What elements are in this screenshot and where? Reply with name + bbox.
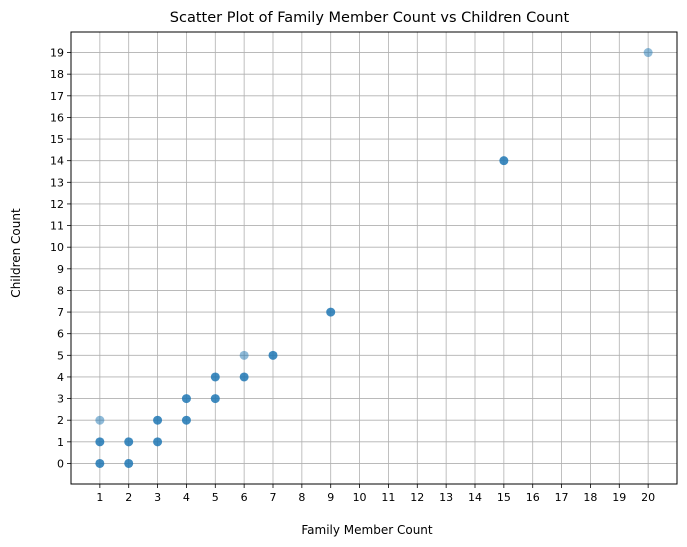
x-tick-label: 6 [241,491,248,504]
data-point [153,437,163,447]
y-tick-label: 14 [50,155,64,168]
x-axis-label: Family Member Count [301,523,433,537]
data-point [153,415,163,425]
x-tick-label: 9 [327,491,334,504]
x-tick-label: 3 [154,491,161,504]
x-tick-label: 20 [641,491,655,504]
x-tick-label: 15 [497,491,511,504]
data-point [124,437,134,447]
data-point [95,437,105,447]
y-tick-label: 8 [57,284,64,297]
data-point [499,156,509,166]
y-tick-label: 17 [50,90,64,103]
x-tick-label: 16 [526,491,540,504]
x-tick-label: 7 [270,491,277,504]
data-point [239,372,249,382]
x-tick-label: 17 [555,491,569,504]
y-tick-label: 11 [50,220,64,233]
y-tick-label: 0 [57,457,64,470]
y-tick-label: 10 [50,241,64,254]
data-point [124,458,134,468]
data-point [181,415,191,425]
x-tick-label: 5 [212,491,219,504]
x-tick-label: 14 [468,491,482,504]
y-tick-label: 6 [57,328,64,341]
grid [71,32,677,484]
x-tick-label: 8 [298,491,305,504]
x-tick-label: 19 [612,491,626,504]
data-point [239,350,249,360]
y-tick-label: 7 [57,306,64,319]
data-point [181,394,191,404]
y-tick-label: 3 [57,393,64,406]
y-tick-label: 4 [57,371,64,384]
y-tick-label: 2 [57,414,64,427]
y-tick-label: 12 [50,198,64,211]
chart-title: Scatter Plot of Family Member Count vs C… [170,10,570,26]
y-tick-label: 15 [50,133,64,146]
data-point [210,394,220,404]
y-axis-label: Children Count [9,208,23,298]
y-tick-label: 18 [50,68,64,81]
x-axis-ticks: 1 2 3 4 5 6 7 8 9 10 11 12 13 14 15 16 17 18 19 20 [96,484,655,504]
data-point [643,48,653,58]
data-point [268,350,278,360]
x-tick-label: 4 [183,491,190,504]
data-point [95,415,105,425]
x-tick-label: 10 [353,491,367,504]
y-tick-label: 5 [57,349,64,362]
x-tick-label: 13 [439,491,453,504]
x-tick-label: 12 [410,491,424,504]
data-point [95,458,105,468]
data-points [95,48,653,468]
data-point [210,372,220,382]
data-point [326,307,336,317]
y-tick-label: 1 [57,436,64,449]
x-tick-label: 18 [583,491,597,504]
x-tick-label: 2 [125,491,132,504]
x-tick-label: 11 [381,491,395,504]
y-tick-label: 13 [50,176,64,189]
plot-area-frame [70,31,678,485]
y-tick-label: 16 [50,111,64,124]
y-tick-label: 19 [50,47,64,60]
x-tick-label: 1 [96,491,103,504]
y-tick-label: 9 [57,263,64,276]
